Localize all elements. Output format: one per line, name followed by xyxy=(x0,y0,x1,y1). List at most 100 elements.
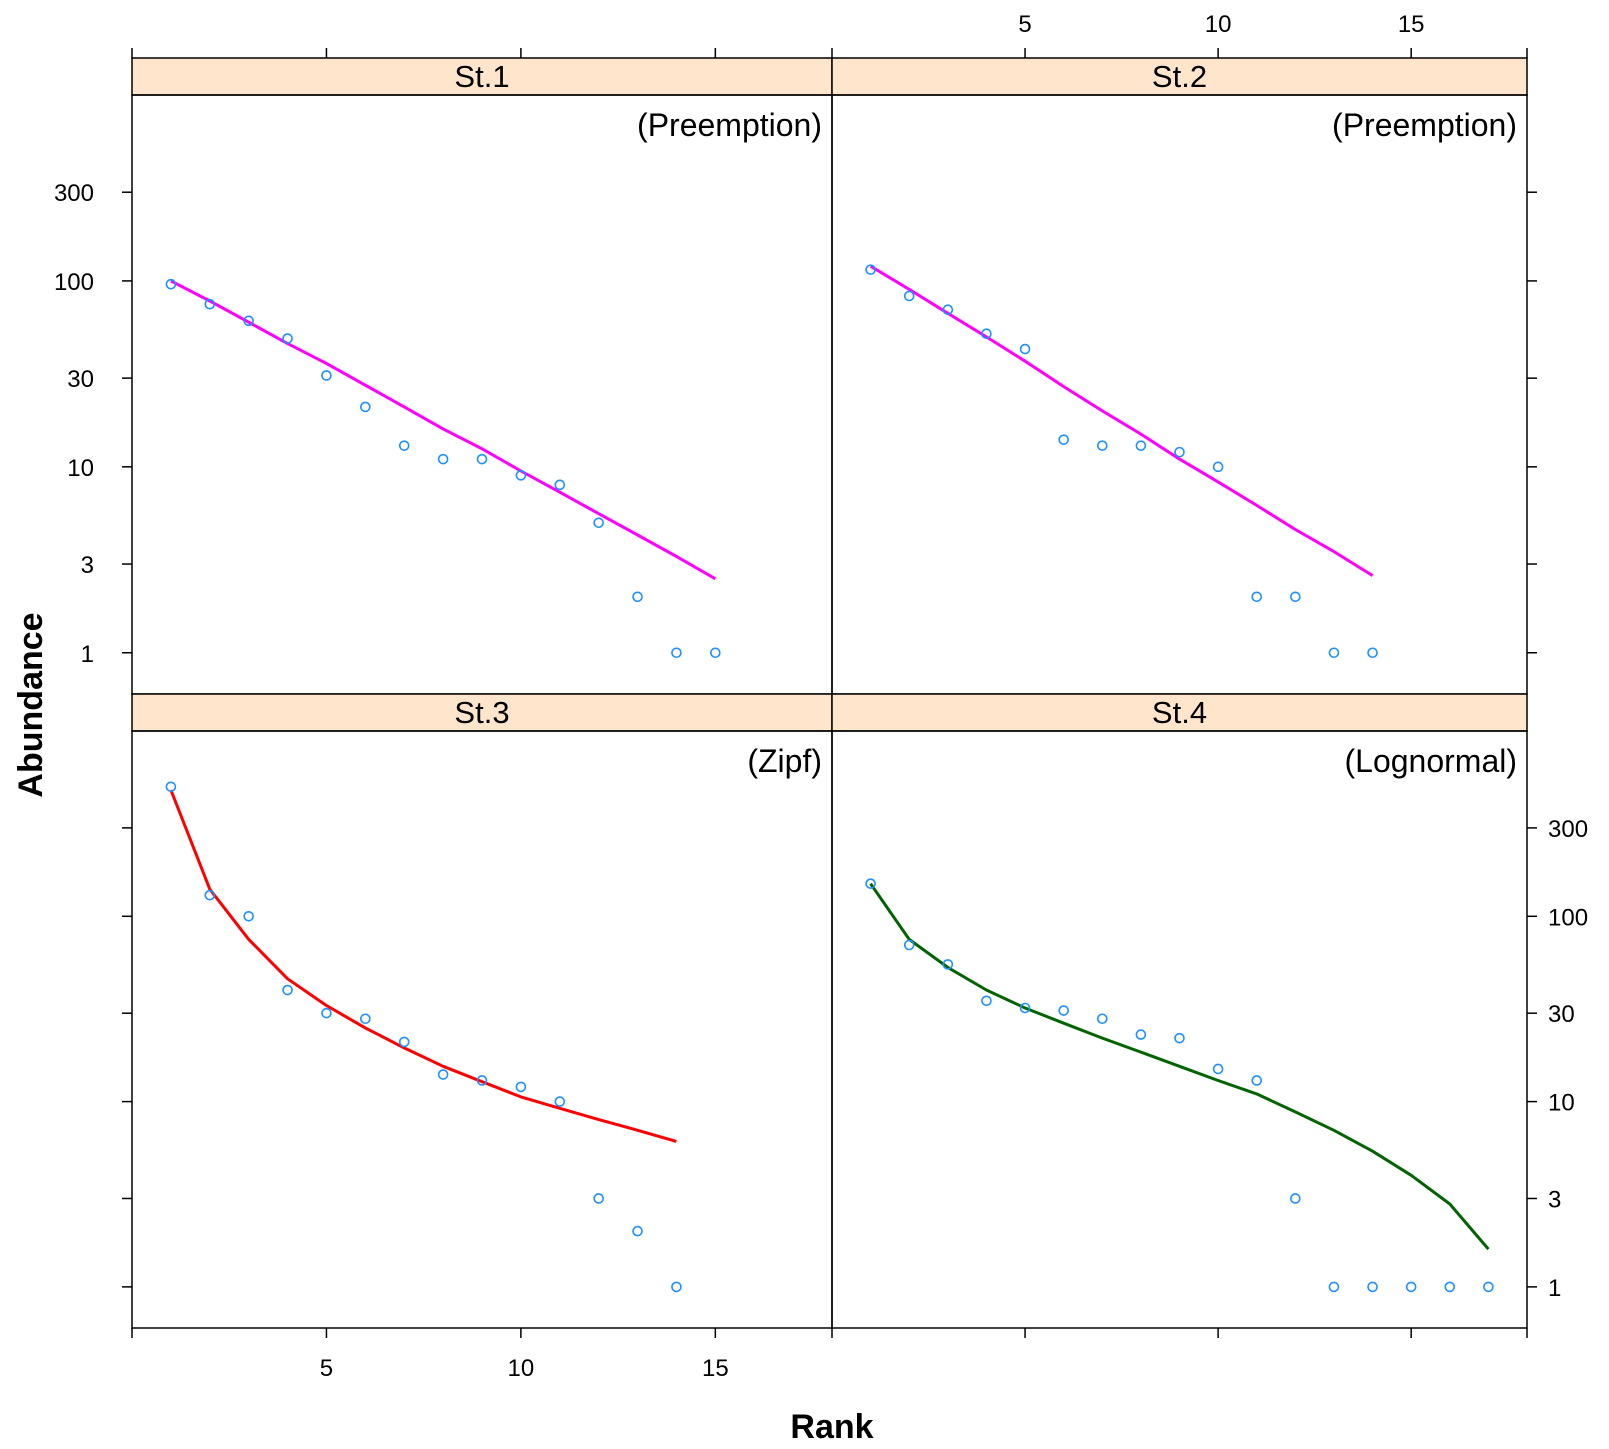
data-point xyxy=(981,995,992,1007)
panel-st-1: St.1 (Preemption) xyxy=(131,57,833,695)
data-point xyxy=(1483,1281,1494,1293)
data-point xyxy=(942,959,954,970)
data-point xyxy=(282,984,293,996)
data-point xyxy=(321,1007,332,1019)
fitted-line xyxy=(869,882,1490,1251)
data-point xyxy=(1251,1075,1263,1086)
model-label: (Zipf) xyxy=(747,743,822,779)
y-tick-label: 300 xyxy=(1548,816,1588,843)
y-tick-label: 100 xyxy=(54,269,94,296)
data-point xyxy=(942,304,954,316)
x-tick-label: 15 xyxy=(1398,11,1425,38)
data-point xyxy=(476,1075,488,1086)
data-point xyxy=(204,889,216,901)
y-tick-label: 10 xyxy=(67,455,94,482)
data-point xyxy=(671,1281,682,1293)
data-point xyxy=(1251,591,1263,603)
data-point xyxy=(1367,1281,1378,1293)
data-point xyxy=(1135,1029,1147,1040)
strip-background xyxy=(131,57,833,96)
data-point xyxy=(1058,434,1069,445)
x-tick-label: 5 xyxy=(1018,11,1031,38)
data-point xyxy=(1058,1005,1069,1016)
strip-label: St.4 xyxy=(1152,695,1207,730)
y-tick-label: 30 xyxy=(67,366,94,393)
data-point xyxy=(1328,1281,1340,1293)
strip-label: St.2 xyxy=(1152,59,1207,94)
x-tick-label: 10 xyxy=(508,1355,535,1382)
data-point xyxy=(593,1193,604,1204)
data-point xyxy=(515,470,527,481)
data-point xyxy=(632,591,643,603)
data-point xyxy=(865,878,876,889)
panel-border xyxy=(831,94,1528,695)
data-point xyxy=(437,453,449,465)
y-tick-label: 1 xyxy=(81,641,94,668)
data-point xyxy=(360,401,371,413)
data-point xyxy=(1212,1063,1224,1075)
data-point xyxy=(981,328,992,340)
data-point xyxy=(1212,461,1224,473)
data-point xyxy=(554,479,566,491)
model-label: (Preemption) xyxy=(637,107,822,143)
data-point xyxy=(243,910,254,922)
panel-border xyxy=(131,94,833,695)
data-point xyxy=(1096,1013,1108,1025)
model-label: (Preemption) xyxy=(1332,107,1517,143)
data-point xyxy=(710,647,721,659)
data-point xyxy=(632,1225,643,1237)
data-point xyxy=(398,440,410,451)
panel-st-4: St.4 (Lognormal) xyxy=(831,693,1528,1329)
data-point xyxy=(282,333,293,344)
y-tick-label: 10 xyxy=(1548,1090,1575,1117)
panel-st-2: St.2 (Preemption) xyxy=(831,57,1528,695)
y-tick-label: 100 xyxy=(1548,904,1588,931)
data-point xyxy=(515,1081,527,1093)
data-point xyxy=(476,453,488,465)
fitted-line xyxy=(170,279,717,581)
data-point xyxy=(1367,647,1378,659)
strip-label: St.3 xyxy=(454,695,509,730)
data-point xyxy=(593,517,604,529)
data-point xyxy=(865,264,876,275)
data-point xyxy=(437,1069,449,1080)
y-axis-title: Abundance xyxy=(12,612,50,797)
fitted-line xyxy=(169,789,677,1143)
data-point xyxy=(1290,1193,1301,1204)
y-tick-label: 3 xyxy=(1548,1186,1561,1213)
data-point xyxy=(1096,440,1108,451)
data-point xyxy=(1174,446,1185,458)
data-point xyxy=(1444,1281,1456,1293)
y-tick-label: 300 xyxy=(54,180,94,207)
data-point xyxy=(1174,1032,1185,1044)
data-point xyxy=(243,315,254,327)
strip-label: St.1 xyxy=(454,59,509,94)
data-point xyxy=(1019,343,1031,355)
x-tick-label: 15 xyxy=(702,1355,729,1382)
data-point xyxy=(165,278,177,290)
data-point xyxy=(1328,647,1340,659)
data-point xyxy=(321,370,332,381)
x-axis-title: Rank xyxy=(790,1408,873,1446)
y-tick-label: 1 xyxy=(1548,1275,1561,1302)
y-tick-label: 30 xyxy=(1548,1001,1575,1028)
panel-st-3: St.3 (Zipf) xyxy=(131,693,833,1329)
data-point xyxy=(1290,591,1301,603)
data-point xyxy=(204,298,216,310)
data-point xyxy=(165,781,177,793)
data-point xyxy=(903,939,915,951)
panel-border xyxy=(831,730,1528,1329)
x-tick-label: 5 xyxy=(320,1355,333,1382)
data-point xyxy=(1135,440,1147,451)
data-point xyxy=(1405,1281,1417,1293)
x-tick-label: 10 xyxy=(1205,11,1232,38)
data-point xyxy=(1019,1002,1031,1014)
fitted-line xyxy=(869,264,1374,577)
data-point xyxy=(554,1096,566,1107)
data-point xyxy=(398,1036,410,1048)
y-tick-label: 3 xyxy=(81,552,94,579)
strip-background xyxy=(831,693,1528,732)
model-label: (Lognormal) xyxy=(1344,743,1517,779)
data-point xyxy=(903,290,915,302)
